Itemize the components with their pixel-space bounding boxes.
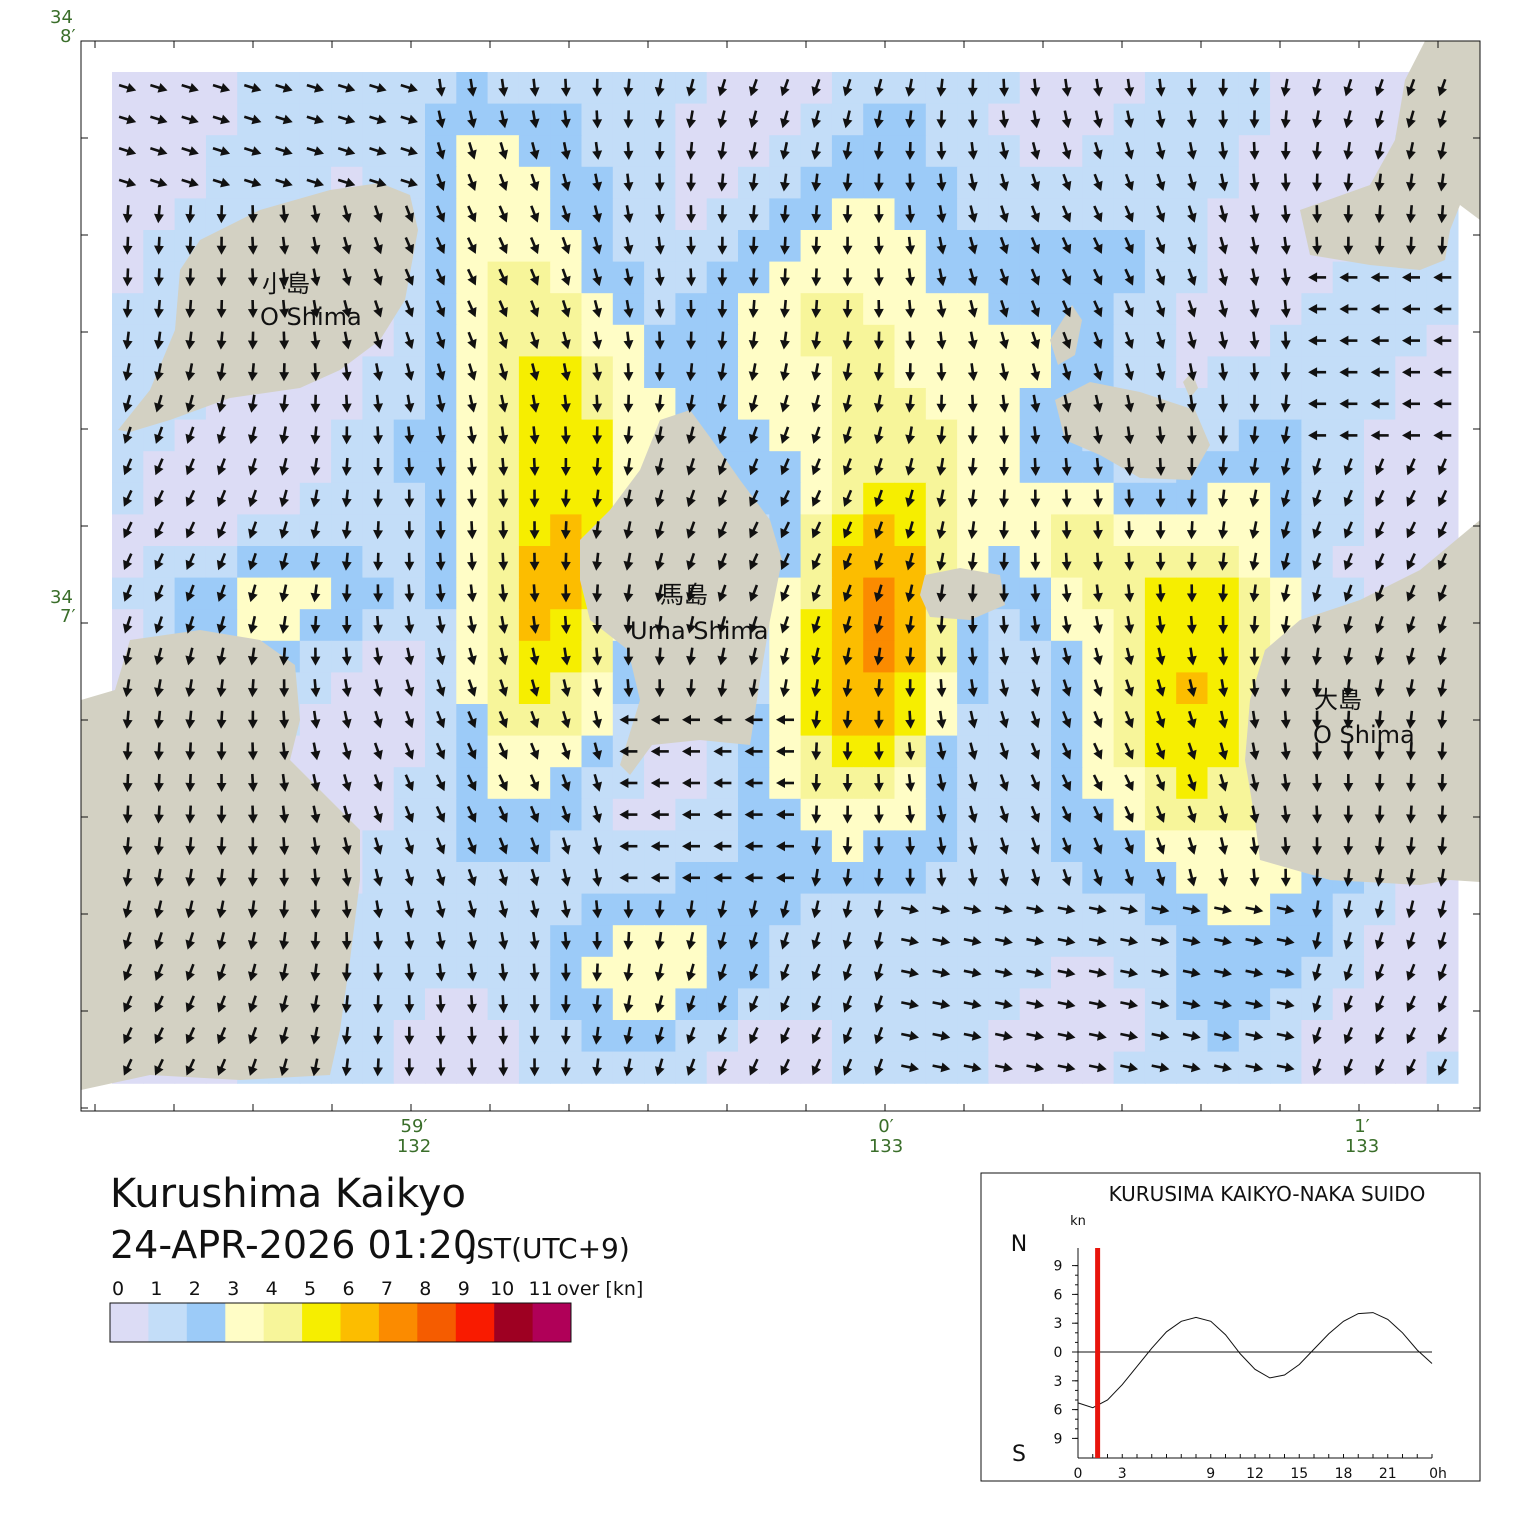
island-name-en: O Shima — [1313, 721, 1415, 749]
legend-label: 5 — [304, 1278, 316, 1300]
legend-swatch — [225, 1303, 264, 1342]
chart-y-tick-label: 6 — [1054, 1287, 1063, 1303]
island-name-en: O Shima — [260, 303, 362, 331]
lat-minute: 8′ — [60, 26, 76, 47]
legend-label: 4 — [266, 1278, 278, 1300]
chart-unit: kn — [1070, 1214, 1086, 1229]
legend-label: 9 — [458, 1278, 470, 1300]
lon-degree: 133 — [869, 1136, 903, 1157]
island-name-jp: 大島 — [1314, 686, 1362, 714]
island-name-jp: 馬島 — [660, 581, 708, 609]
lat-degree: 34 — [50, 7, 73, 28]
chart-y-tick-label: 0 — [1054, 1345, 1063, 1361]
chart-y-tick-label: 9 — [1054, 1259, 1063, 1275]
legend-swatch — [187, 1303, 226, 1342]
chart-north-label: N — [1011, 1232, 1027, 1257]
island-name-en: Uma Shima — [630, 617, 768, 645]
legend-swatch — [494, 1303, 533, 1342]
legend-swatch — [302, 1303, 341, 1342]
chart-y-tick-label: 9 — [1054, 1431, 1063, 1447]
map-title: Kurushima Kaikyo — [110, 1171, 466, 1217]
map-timezone: JST(UTC+9) — [466, 1232, 630, 1265]
chart-x-tick-label: 3 — [1118, 1466, 1127, 1482]
legend-swatches — [110, 1303, 571, 1342]
lat-degree: 34 — [50, 587, 73, 608]
legend-label: 7 — [381, 1278, 393, 1300]
chart-y-tick-label: 3 — [1054, 1316, 1063, 1332]
chart-x-tick-label: 0h — [1429, 1466, 1447, 1482]
chart-y-tick-label: 3 — [1054, 1374, 1063, 1390]
legend-label: 6 — [342, 1278, 354, 1300]
lat-label-7: 34 7′ — [50, 587, 76, 627]
lon-degree: 133 — [1345, 1136, 1379, 1157]
legend-label: 11 — [529, 1278, 553, 1300]
legend-label: over [kn] — [557, 1278, 643, 1300]
legend-swatch — [148, 1303, 187, 1342]
legend-swatch — [379, 1303, 418, 1342]
lon-minute: 0′ — [878, 1116, 894, 1137]
lon-degree: 132 — [397, 1136, 431, 1157]
legend-swatch — [264, 1303, 303, 1342]
legend-label: 10 — [490, 1278, 514, 1300]
chart-south-label: S — [1012, 1442, 1026, 1467]
lat-label-8: 34 8′ — [50, 7, 76, 47]
legend-swatch — [417, 1303, 456, 1342]
legend-label: 8 — [419, 1278, 431, 1300]
lon-minute: 1′ — [1354, 1116, 1370, 1137]
chart-x-tick-label: 12 — [1246, 1466, 1264, 1482]
chart-x-tick-label: 21 — [1379, 1466, 1397, 1482]
legend-swatch — [341, 1303, 380, 1342]
legend-label: 3 — [227, 1278, 239, 1300]
lon-label-1: 1′ 133 — [1345, 1116, 1379, 1157]
lon-label-59: 59′ 132 — [397, 1116, 431, 1157]
lat-minute: 7′ — [60, 606, 76, 627]
legend-label: 2 — [189, 1278, 201, 1300]
chart-title: KURUSIMA KAIKYO-NAKA SUIDO — [1109, 1182, 1426, 1206]
legend-swatch — [110, 1303, 149, 1342]
legend-swatch — [456, 1303, 495, 1342]
lon-minute: 59′ — [401, 1116, 428, 1137]
legend-label: 1 — [150, 1278, 162, 1300]
legend-label: 0 — [112, 1278, 124, 1300]
lon-label-0: 0′ 133 — [869, 1116, 903, 1157]
legend-swatch — [533, 1303, 572, 1342]
map-datetime: 24-APR-2026 01:20 — [110, 1223, 477, 1267]
current-map: 小島 O Shima 馬島 Uma Shima 大島 O Shima 34 8′… — [50, 7, 1480, 1157]
chart-x-tick-label: 15 — [1290, 1466, 1308, 1482]
chart-x-tick-label: 18 — [1335, 1466, 1353, 1482]
tide-current-chart: KURUSIMA KAIKYO-NAKA SUIDO kn N S 9 6 3 0 3 6… — [981, 1173, 1480, 1482]
chart-y-tick-label: 6 — [1054, 1403, 1063, 1419]
chart-x-tick-label: 0 — [1074, 1466, 1083, 1482]
island-name-jp: 小島 — [262, 270, 310, 298]
chart-x-tick-label: 9 — [1206, 1466, 1215, 1482]
